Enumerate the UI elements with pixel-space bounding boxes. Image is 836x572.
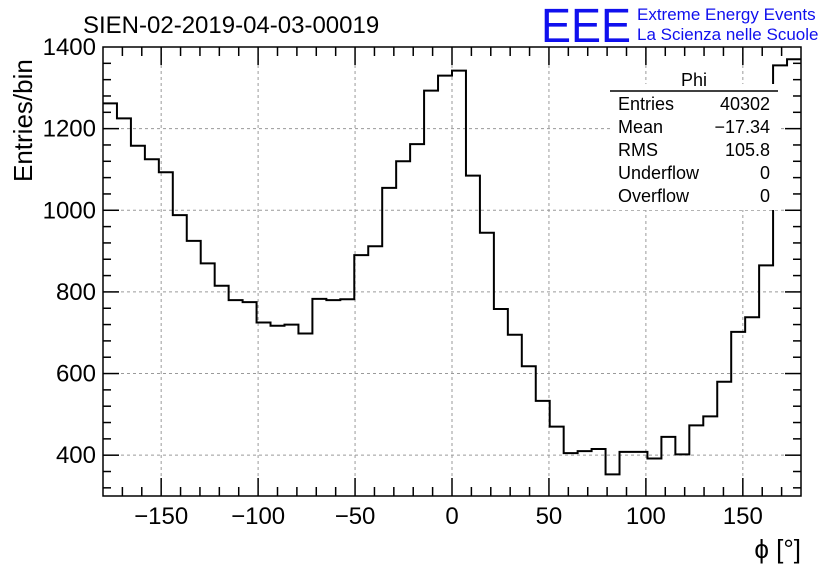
x-tick-label: 150 <box>723 503 763 530</box>
stats-value-rms: 105.8 <box>725 140 770 160</box>
stats-label-rms: RMS <box>618 140 658 160</box>
y-axis-ticks <box>103 62 801 489</box>
x-tick-label: −100 <box>231 503 285 530</box>
x-axis-title: ϕ [°] <box>754 534 801 564</box>
stats-label-mean: Mean <box>618 117 663 137</box>
y-tick-label: 1400 <box>43 34 96 61</box>
x-axis-ticks <box>121 47 783 496</box>
stats-box-background <box>610 84 778 210</box>
y-tick-label: 1000 <box>43 197 96 224</box>
logo-text: EEE <box>541 0 631 53</box>
stats-value-underflow: 0 <box>760 163 770 183</box>
eee-logo: EEE Extreme Energy Events La Scienza nel… <box>541 0 818 53</box>
stats-value-overflow: 0 <box>760 186 770 206</box>
x-tick-label: 50 <box>536 503 563 530</box>
y-tick-label: 400 <box>56 442 96 469</box>
logo-subtitle-line2: La Scienza nelle Scuole <box>637 25 818 44</box>
stats-label-entries: Entries <box>618 94 674 114</box>
y-axis-title: Entries/bin <box>8 59 38 182</box>
stats-label-overflow: Overflow <box>618 186 690 206</box>
run-title: SIEN-02-2019-04-03-00019 <box>83 12 379 39</box>
x-axis-tick-labels: −150 −100 −50 0 50 100 150 <box>134 503 763 530</box>
x-tick-label: 0 <box>445 503 458 530</box>
x-tick-label: 100 <box>626 503 666 530</box>
y-axis-tick-labels: 400 600 800 1000 1200 1400 <box>43 34 96 469</box>
stats-label-underflow: Underflow <box>618 163 700 183</box>
stats-value-mean: −17.34 <box>714 117 770 137</box>
y-tick-label: 1200 <box>43 116 96 143</box>
stats-title: Phi <box>681 70 707 90</box>
x-tick-label: −50 <box>335 503 376 530</box>
x-tick-label: −150 <box>134 503 188 530</box>
logo-subtitle-line1: Extreme Energy Events <box>637 5 816 24</box>
y-tick-label: 600 <box>56 361 96 388</box>
stats-value-entries: 40302 <box>720 94 770 114</box>
histogram-line <box>103 58 801 476</box>
stats-box: Phi Entries 40302 Mean −17.34 RMS 105.8 … <box>610 70 778 210</box>
y-tick-label: 800 <box>56 279 96 306</box>
